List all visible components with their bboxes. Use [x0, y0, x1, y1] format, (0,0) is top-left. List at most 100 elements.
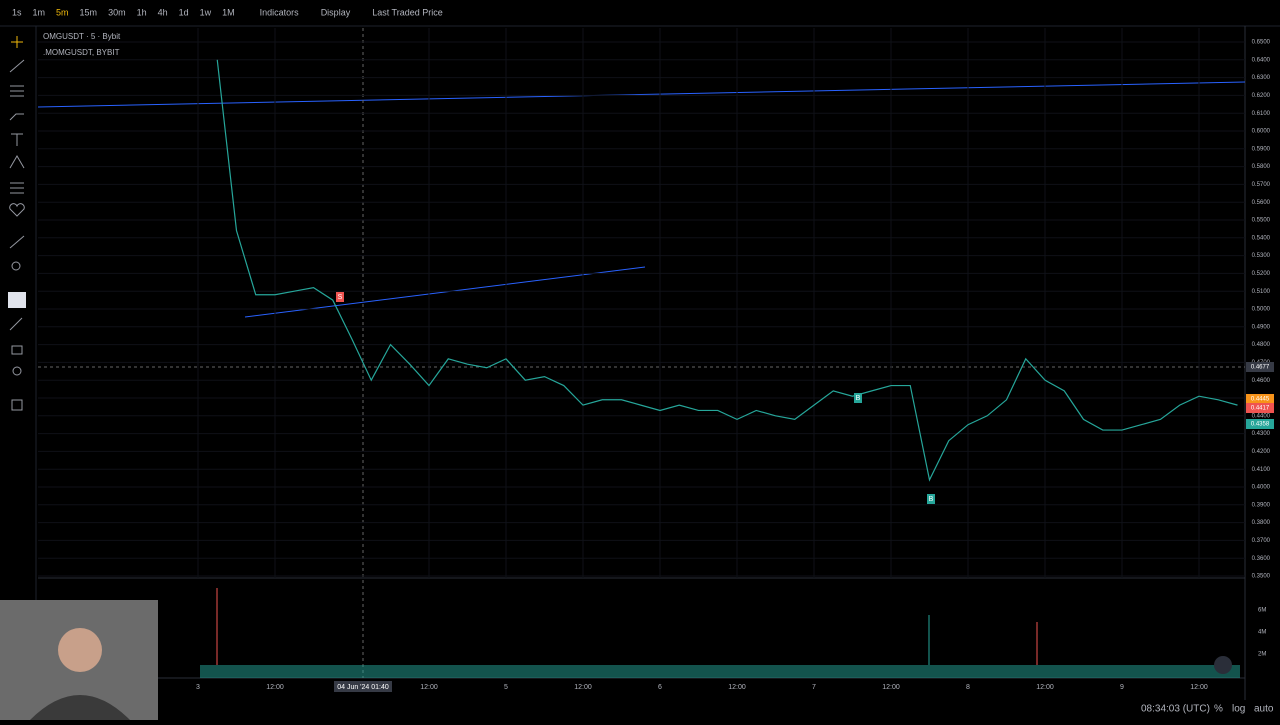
menu-button[interactable]: Display	[321, 7, 351, 17]
y-tick-label: 0.5000	[1252, 307, 1271, 313]
crosshair-time: 04 Jun '24 01:40	[337, 684, 389, 691]
tool-zoom[interactable]	[11, 261, 21, 271]
webcam-face	[58, 628, 102, 672]
timeframe-button[interactable]: 1w	[200, 7, 212, 17]
trade-marker	[927, 494, 935, 504]
menu-button[interactable]: Last Traded Price	[372, 7, 443, 17]
percent-toggle[interactable]: %	[1214, 704, 1223, 715]
price-tag	[1246, 419, 1274, 429]
price-tag	[1246, 362, 1274, 372]
volume-spike	[216, 588, 218, 678]
x-tick-label: 7	[812, 684, 816, 691]
x-tick-label: 12:00	[882, 684, 900, 691]
tool-hide[interactable]	[12, 366, 22, 376]
tool-line[interactable]	[9, 59, 25, 73]
price-line	[216, 59, 1238, 482]
y-tick-label: 0.4300	[1252, 431, 1271, 437]
x-tick-label: 6	[658, 684, 662, 691]
x-tick-label: 12:00	[574, 684, 592, 691]
tool-brush[interactable]	[9, 113, 24, 121]
y-tick-label: 0.6300	[1252, 75, 1271, 81]
crosshair-time-bg	[334, 681, 392, 692]
trade-marker	[336, 292, 344, 302]
volume-bars	[200, 588, 1240, 678]
x-tick-label: 12:00	[420, 684, 438, 691]
volume-spike	[1036, 622, 1038, 678]
y-tick-label: 0.3500	[1252, 574, 1271, 580]
legend-item: .MOMGUSDT, BYBIT	[43, 48, 120, 57]
trade-marker-label: B	[929, 496, 934, 503]
y-tick-label: 0.5800	[1252, 164, 1271, 170]
y-tick-label: 0.4000	[1252, 485, 1271, 491]
price-tag-label: 0.4358	[1251, 422, 1270, 428]
y-tick-label: 0.5300	[1252, 253, 1271, 259]
volume-axis-label: 4M	[1258, 630, 1266, 636]
tool-text[interactable]	[11, 133, 23, 146]
tool-cross[interactable]	[11, 36, 23, 48]
tool-measure[interactable]	[10, 182, 24, 194]
y-tick-label: 0.5700	[1252, 182, 1271, 188]
y-tick-label: 0.6400	[1252, 57, 1271, 63]
tool-delete[interactable]	[11, 399, 23, 411]
timeframe-button[interactable]: 30m	[108, 7, 126, 17]
volume-spike	[928, 615, 930, 678]
x-tick-label: 12:00	[1036, 684, 1054, 691]
auto-toggle[interactable]: auto	[1254, 704, 1274, 715]
x-tick-label: 12:00	[1190, 684, 1208, 691]
price-tag-label: 0.4445	[1251, 397, 1270, 403]
timeframe-button[interactable]: 15m	[80, 7, 98, 17]
price-tag-label: 0.4677	[1251, 365, 1270, 371]
timeframe-button[interactable]: 1d	[179, 7, 189, 17]
trade-marker-label: S	[338, 294, 343, 301]
y-tick-label: 0.6500	[1252, 40, 1271, 46]
tool-pattern[interactable]	[9, 155, 25, 169]
y-tick-label: 0.4800	[1252, 342, 1271, 348]
price-tag-label: 0.4417	[1251, 406, 1270, 412]
tool-magnet[interactable]	[8, 292, 26, 308]
timeframe-button[interactable]: 1M	[222, 7, 235, 17]
webcam-body	[30, 695, 130, 720]
tool-fib[interactable]	[10, 85, 24, 97]
volume-floor	[200, 665, 1240, 678]
tool-ruler[interactable]	[9, 235, 25, 249]
x-tick-label: 5	[504, 684, 508, 691]
x-tick-label: 9	[1120, 684, 1124, 691]
x-tick-label: 12:00	[728, 684, 746, 691]
y-tick-label: 0.5200	[1252, 271, 1271, 277]
y-tick-label: 0.4100	[1252, 467, 1271, 473]
menu-button[interactable]: Indicators	[260, 7, 300, 17]
log-toggle[interactable]: log	[1232, 704, 1245, 715]
legend-item: OMGUSDT · 5 · Bybit	[43, 32, 121, 41]
volume-axis-label: 6M	[1258, 608, 1266, 614]
y-tick-label: 0.5500	[1252, 218, 1271, 224]
timeframe-button[interactable]: 4h	[158, 7, 168, 17]
y-tick-label: 0.4200	[1252, 449, 1271, 455]
y-tick-label: 0.6200	[1252, 93, 1271, 99]
scroll-button[interactable]	[1214, 656, 1232, 674]
tool-favorite[interactable]	[9, 203, 25, 217]
timeframe-button[interactable]: 1s	[12, 7, 22, 17]
drawing-tools	[8, 36, 26, 411]
price-tag	[1246, 394, 1274, 404]
tool-lock[interactable]	[11, 345, 23, 355]
y-tick-label: 0.4900	[1252, 324, 1271, 330]
y-tick-label: 0.3600	[1252, 556, 1271, 562]
timeframe-button[interactable]: 1h	[137, 7, 147, 17]
y-tick-label: 0.5100	[1252, 289, 1271, 295]
trend-line	[37, 81, 1246, 108]
y-tick-label: 0.5400	[1252, 235, 1271, 241]
y-tick-label: 0.5600	[1252, 200, 1271, 206]
y-tick-label: 0.3700	[1252, 538, 1271, 544]
timeframe-button[interactable]: 5m	[56, 7, 69, 17]
y-tick-label: 0.5900	[1252, 146, 1271, 152]
timeframe-button[interactable]: 1m	[33, 7, 46, 17]
x-tick-label: 3	[196, 684, 200, 691]
y-tick-label: 0.6000	[1252, 129, 1271, 135]
y-tick-label: 0.3800	[1252, 520, 1271, 526]
x-tick-label: 12:00	[266, 684, 284, 691]
x-tick-label: 8	[966, 684, 970, 691]
y-tick-label: 0.4600	[1252, 378, 1271, 384]
tool-edit[interactable]	[9, 317, 23, 331]
